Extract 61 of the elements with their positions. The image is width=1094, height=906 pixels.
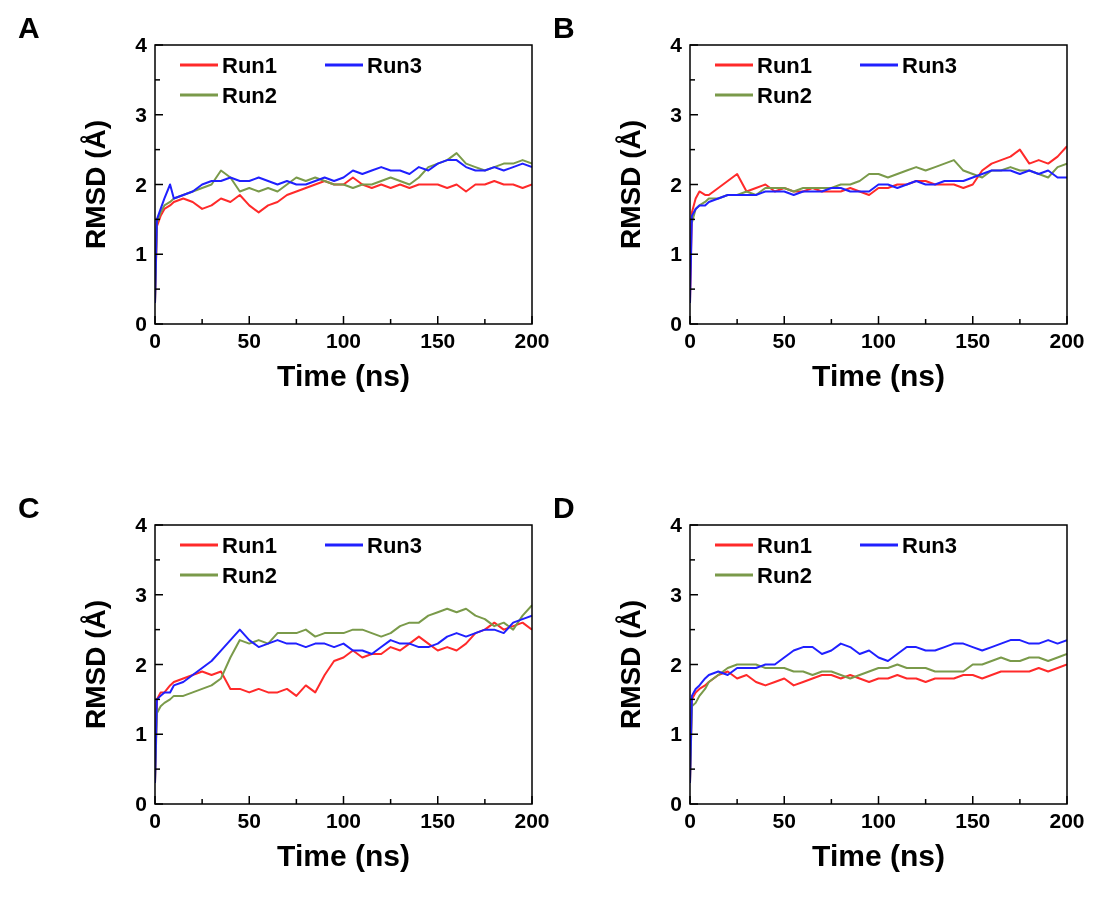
chart-title: C: [18, 491, 40, 524]
line-series: [690, 159, 1067, 224]
y-tick-label: 2: [670, 172, 682, 196]
y-axis-title: RMSD (Å): [615, 599, 646, 730]
x-axis-title: Time (ns): [277, 359, 410, 392]
y-tick-label: 2: [135, 652, 147, 676]
x-tick-label: 200: [514, 809, 550, 832]
chart-title: D: [553, 491, 575, 524]
y-tick-label: 1: [135, 722, 148, 746]
y-tick-label: 1: [135, 242, 148, 266]
x-axis-title: Time (ns): [812, 839, 945, 872]
chart-title: A: [18, 11, 40, 44]
legend-label: Run3: [367, 53, 422, 78]
x-tick-label: 150: [420, 329, 456, 352]
legend-label: Run2: [222, 563, 277, 588]
y-tick-label: 4: [135, 513, 148, 536]
x-tick-label: 200: [1049, 809, 1085, 832]
y-tick-label: 1: [670, 722, 683, 746]
y-tick-label: 3: [670, 102, 682, 126]
y-tick-label: 4: [670, 513, 683, 536]
legend-label: Run2: [222, 83, 277, 108]
x-tick-label: 200: [1049, 329, 1085, 352]
x-tick-label: 50: [772, 329, 796, 352]
y-axis-title: RMSD (Å): [80, 599, 111, 730]
x-tick-label: 200: [514, 329, 550, 352]
legend-label: Run1: [222, 53, 277, 78]
x-axis-title: Time (ns): [812, 359, 945, 392]
x-tick-label: 150: [955, 329, 991, 352]
y-tick-label: 2: [670, 652, 682, 676]
x-tick-label: 100: [325, 329, 362, 352]
y-tick-label: 3: [135, 102, 147, 126]
legend-label: Run3: [902, 53, 957, 78]
y-tick-label: 2: [135, 172, 147, 196]
x-tick-label: 100: [325, 809, 362, 832]
x-tick-label: 50: [772, 809, 796, 832]
y-tick-label: 0: [135, 792, 147, 815]
chart-title: B: [553, 11, 575, 44]
x-tick-label: 50: [237, 329, 261, 352]
y-tick-label: 4: [135, 33, 148, 56]
y-axis-title: RMSD (Å): [615, 119, 646, 250]
y-tick-label: 0: [670, 792, 682, 815]
legend-label: Run3: [367, 533, 422, 558]
y-tick-label: 3: [135, 582, 147, 606]
x-tick-label: 150: [955, 809, 991, 832]
x-tick-label: 50: [237, 809, 261, 832]
legend-label: Run1: [222, 533, 277, 558]
y-tick-label: 4: [670, 33, 683, 56]
legend-label: Run2: [757, 83, 812, 108]
y-tick-label: 0: [670, 312, 682, 335]
legend-label: Run2: [757, 563, 812, 588]
y-tick-label: 1: [670, 242, 683, 266]
x-tick-label: 100: [860, 809, 897, 832]
x-tick-label: 100: [860, 329, 897, 352]
y-axis-title: RMSD (Å): [80, 119, 111, 250]
y-tick-label: 3: [670, 582, 682, 606]
y-tick-label: 0: [135, 312, 147, 335]
legend-label: Run1: [757, 533, 812, 558]
x-axis-title: Time (ns): [277, 839, 410, 872]
x-tick-label: 150: [420, 809, 456, 832]
legend-label: Run1: [757, 53, 812, 78]
legend-label: Run3: [902, 533, 957, 558]
